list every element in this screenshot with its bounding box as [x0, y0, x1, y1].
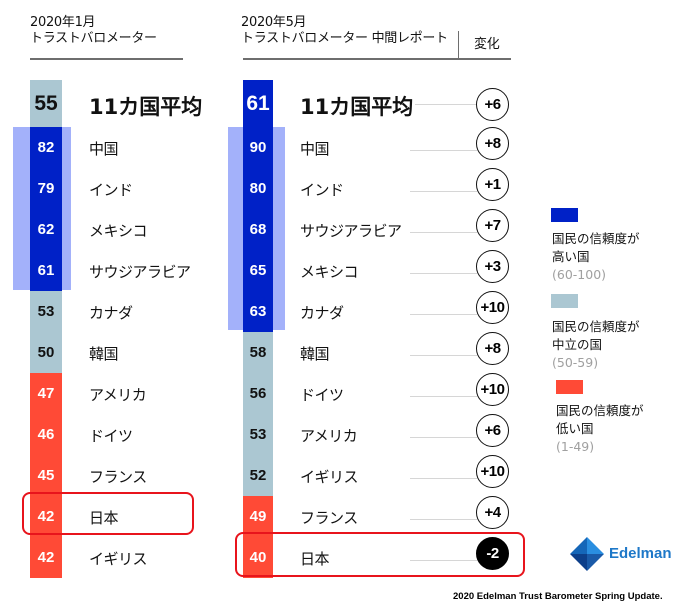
right-score-cell: 63 [243, 291, 273, 332]
left-score-cell: 55 [30, 80, 62, 127]
left-header-title: トラストバロメーター [30, 31, 157, 46]
left-country-label: メキシコ [89, 221, 148, 240]
change-badge: +1 [476, 167, 509, 201]
legend-item-low: 国民の信頼度が 低い国 (1-49) [556, 403, 644, 454]
leader-line [410, 559, 477, 561]
change-badge: +4 [476, 495, 509, 529]
leader-line [410, 477, 477, 479]
right-score-cell: 52 [243, 455, 273, 496]
right-score-cell: 40 [243, 537, 273, 578]
right-country-label: 韓国 [300, 344, 330, 363]
leader-line [410, 313, 477, 315]
right-header-title: トラストバロメーター 中間レポート [241, 31, 448, 46]
right-country-label: 11カ国平均 [300, 94, 414, 119]
right-score-cell: 61 [243, 80, 273, 127]
legend-swatch-high [551, 208, 578, 222]
right-country-label: 中国 [300, 139, 330, 158]
left-score-cell: 53 [30, 291, 62, 332]
right-score-cell: 80 [243, 168, 273, 209]
left-country-label: カナダ [89, 303, 133, 322]
change-badge: -2 [476, 536, 509, 570]
right-country-label: イギリス [300, 467, 359, 486]
left-country-label: ドイツ [89, 426, 133, 445]
leader-line [410, 231, 477, 233]
left-score-cell: 82 [30, 127, 62, 168]
right-country-label: フランス [300, 508, 358, 527]
right-country-label: サウジアラビア [300, 221, 402, 240]
left-header-rule [30, 58, 183, 60]
change-badge: +10 [476, 454, 509, 488]
change-badge: +8 [476, 126, 509, 160]
leader-line [410, 518, 477, 520]
right-score-cell: 58 [243, 332, 273, 373]
right-score-cell: 68 [243, 209, 273, 250]
left-score-cell: 42 [30, 496, 62, 537]
right-score-cell: 65 [243, 250, 273, 291]
change-badge: +6 [476, 413, 509, 447]
left-score-cell: 61 [30, 250, 62, 291]
change-header: 変化 [474, 37, 500, 52]
left-score-cell: 79 [30, 168, 62, 209]
right-score-bar: 61 90 80 68 65 63 58 56 53 52 49 40 [243, 80, 273, 578]
legend-item-high: 国民の信頼度が 高い国 (60-100) [552, 231, 640, 282]
change-badge: +6 [476, 87, 509, 121]
left-country-label: フランス [89, 467, 147, 486]
left-header: 2020年1月 トラストバロメーター [30, 15, 157, 47]
left-country-label: 11カ国平均 [89, 94, 203, 119]
right-header: 2020年5月 トラストバロメーター 中間レポート [241, 15, 448, 47]
japan-highlight-left [22, 492, 194, 535]
left-score-cell: 46 [30, 414, 62, 455]
left-score-cell: 42 [30, 537, 62, 578]
left-country-label: 中国 [89, 139, 119, 158]
right-country-label: メキシコ [300, 262, 359, 281]
edelman-logo-text: Edelman [609, 545, 672, 562]
left-score-cell: 62 [30, 209, 62, 250]
left-country-label: 日本 [89, 508, 119, 527]
edelman-logo-icon [570, 537, 604, 571]
left-country-label: イギリス [89, 549, 148, 568]
source-footer: 2020 Edelman Trust Barometer Spring Upda… [453, 591, 663, 602]
left-country-label: インド [89, 180, 133, 199]
legend-item-neutral: 国民の信頼度が 中立の国 (50-59) [552, 319, 640, 370]
right-country-label: アメリカ [300, 426, 358, 445]
left-score-cell: 47 [30, 373, 62, 414]
change-badge: +7 [476, 208, 509, 242]
left-country-label: 韓国 [89, 344, 119, 363]
left-country-label: サウジアラビア [89, 262, 191, 281]
right-score-cell: 53 [243, 414, 273, 455]
legend-swatch-low [556, 380, 583, 394]
left-header-date: 2020年1月 [30, 15, 96, 30]
legend-swatch-neutral [551, 294, 578, 308]
left-country-label: アメリカ [89, 385, 147, 404]
right-country-label: 日本 [300, 549, 330, 568]
right-country-label: ドイツ [300, 385, 344, 404]
leader-line [410, 149, 477, 151]
japan-highlight-right [235, 532, 525, 577]
right-score-cell: 90 [243, 127, 273, 168]
left-score-cell: 45 [30, 455, 62, 496]
right-score-cell: 49 [243, 496, 273, 537]
left-score-bar: 55 82 79 62 61 53 50 47 46 45 42 42 [30, 80, 62, 578]
leader-line [415, 103, 477, 105]
leader-line [410, 395, 477, 397]
right-header-date: 2020年5月 [241, 15, 307, 30]
right-country-label: カナダ [300, 303, 344, 322]
right-score-cell: 56 [243, 373, 273, 414]
change-badge: +10 [476, 372, 509, 406]
leader-line [410, 354, 477, 356]
change-badge: +10 [476, 290, 509, 324]
header-divider [458, 31, 459, 59]
right-country-label: インド [300, 180, 344, 199]
change-badge: +8 [476, 331, 509, 365]
left-score-cell: 50 [30, 332, 62, 373]
leader-line [410, 272, 477, 274]
leader-line [410, 436, 477, 438]
change-badge: +3 [476, 249, 509, 283]
right-header-rule [243, 58, 511, 60]
leader-line [410, 190, 477, 192]
